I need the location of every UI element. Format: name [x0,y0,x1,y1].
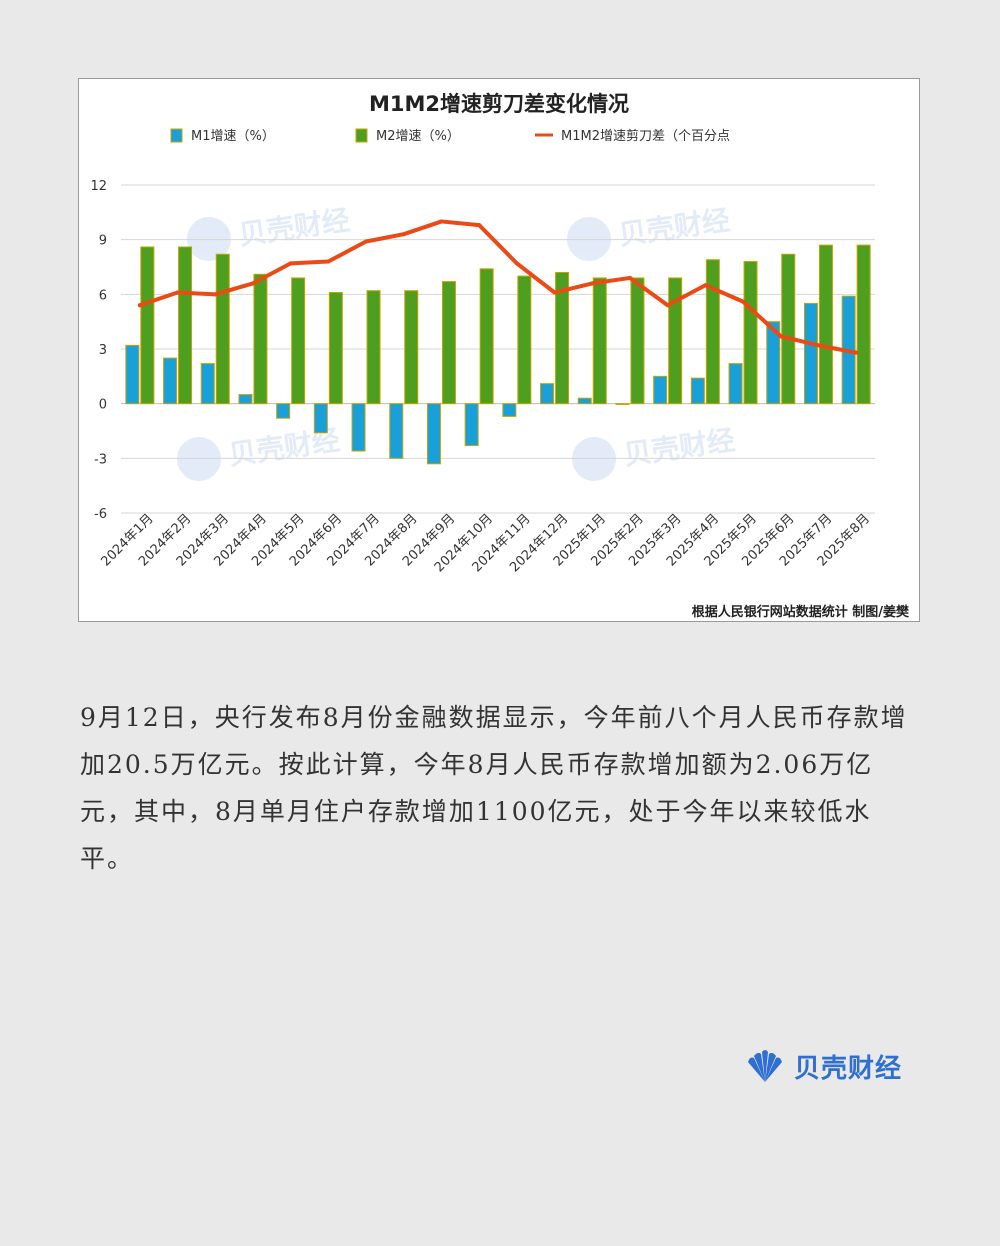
gap-point [703,283,708,288]
m1-bar [238,394,253,405]
m2-bar [479,268,494,405]
legend: M1增速（%） M2增速（%） M1M2增速剪刀差（个百分点 [170,128,730,144]
m1-bar [653,375,668,405]
m2-bar [856,244,871,405]
m2-bar [178,246,193,405]
brand-name: 贝壳财经 [794,1053,903,1084]
gap-point [854,350,859,355]
y-tick-label: 3 [99,343,107,358]
m1-bar [351,403,366,452]
gap-point [175,290,180,295]
m2-bar [517,275,532,405]
m2-bar [555,271,570,405]
m1-bar [125,344,140,405]
gap-point [401,232,406,237]
article-paragraph: 9月12日，央行发布8月份金融数据显示，今年前八个月人民币存款增加20.5万亿元… [80,703,908,873]
gap-line-series [137,219,859,355]
legend-label-m1: M1增速（%） [191,129,275,144]
gap-point [665,303,670,308]
legend-label-m2: M2增速（%） [376,129,460,144]
m2-bar [404,290,419,405]
gap-point [439,219,444,224]
chart-card: 贝壳财经 贝壳财经 贝壳财经 贝壳财经 M1M2增速剪刀差变化情况 M1增速（%） M… [78,78,920,622]
m2-bar [291,277,306,405]
m2-bar [705,259,720,405]
y-axis-ticks: 12 9 6 3 0 -3 -6 [90,179,107,522]
m1-bar [577,397,592,405]
gap-point [627,275,632,280]
y-tick-label: -6 [94,507,107,522]
gap-point [288,261,293,266]
m2-bar [743,261,758,405]
y-tick-label: 9 [99,234,107,249]
m1-bar [540,383,555,405]
watermark-text: 贝壳财经 [621,423,737,471]
m2-bar [818,244,833,405]
chart-source: 根据人民银行网站数据统计 制图/姜樊 [692,604,910,620]
m2-bar [668,277,683,405]
m1-bar [803,302,818,405]
m1-bar [615,403,630,405]
m1-bar [690,377,705,405]
gap-point [590,281,595,286]
gap-point [816,343,821,348]
m2-bar [592,277,607,405]
y-tick-label: 0 [99,398,107,413]
m1-bar [163,357,178,405]
gap-point [477,223,482,228]
bar-series [125,244,871,465]
m1-bar [426,403,441,465]
gap-point [137,303,142,308]
m1-bar [276,403,291,419]
m2-bar [366,290,381,405]
m1-bar [313,403,328,434]
legend-swatch-m2 [355,128,368,143]
legend-label-gap: M1M2增速剪刀差（个百分点 [561,128,730,144]
legend-swatch-m1 [170,128,183,143]
gap-point [250,281,255,286]
gap-line [137,219,859,355]
m1-bar [200,363,215,405]
m1-bar [464,403,479,447]
m1-bar [766,321,781,405]
gap-point [778,334,783,339]
chart-title: M1M2增速剪刀差变化情况 [369,92,629,116]
y-tick-label: -3 [94,452,107,467]
watermark: 贝壳财经 [187,203,352,261]
m1-bar [502,403,517,417]
watermark: 贝壳财经 [567,203,732,261]
watermark: 贝壳财经 [572,423,737,481]
y-tick-label: 6 [99,288,107,303]
m2-bar [781,253,796,405]
shell-logo-icon [748,1050,782,1082]
m2-bar [253,273,268,405]
x-axis-labels: 2024年1月2024年2月2024年3月2024年4月2024年5月2024年… [98,511,873,575]
m2-bar [140,246,155,405]
gap-point [326,259,331,264]
watermark-text: 贝壳财经 [236,203,352,251]
watermark-text: 贝壳财经 [616,203,732,251]
gap-point [213,292,218,297]
m2-bar [328,292,343,405]
m1-bar [728,363,743,405]
m1-bar [389,403,404,459]
gap-point [741,299,746,304]
brand-logo: 贝壳财经 [742,1046,902,1086]
gap-point [552,290,557,295]
m2-bar [630,277,645,405]
m2-bar [215,253,230,405]
m2-bar [441,281,456,405]
y-tick-label: 12 [90,179,107,194]
gap-point [514,261,519,266]
gap-point [364,239,369,244]
